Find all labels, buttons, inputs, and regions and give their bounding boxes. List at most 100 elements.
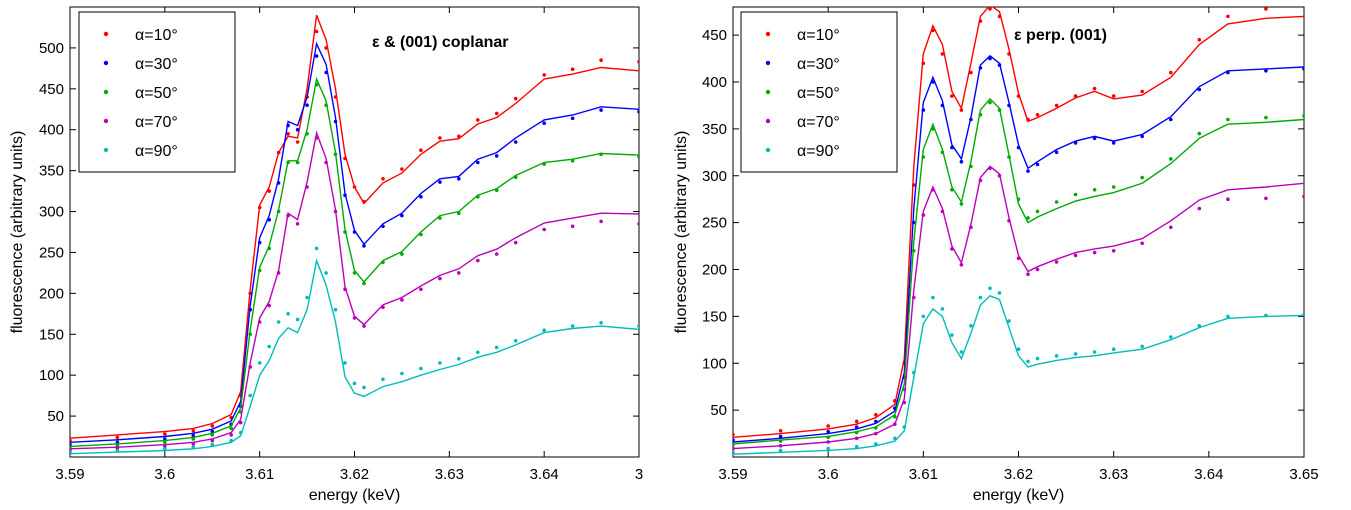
series-data-point (267, 246, 272, 251)
legend: α=10° α=30° α=50° α=70° α=90° (78, 11, 236, 173)
series-data-point (978, 19, 983, 23)
series-data-point (513, 96, 518, 101)
y-tick-label: 500 (39, 40, 64, 57)
series-data-point (238, 420, 243, 425)
series-data-point (1169, 117, 1173, 122)
series-data-point (778, 439, 783, 443)
series-data-point (1054, 260, 1059, 264)
series-data-point (343, 193, 347, 197)
series-data-point (1226, 117, 1230, 122)
y-tick-label: 300 (702, 168, 727, 185)
series-data-point (324, 271, 328, 275)
series-data-point (1073, 352, 1078, 356)
series-data-point (248, 393, 252, 398)
series-data-point (333, 152, 338, 157)
series-data-point (513, 140, 518, 144)
series-data-point (1264, 196, 1268, 201)
series-data-point (826, 435, 830, 440)
series-data-point (324, 103, 328, 107)
series-data-point (826, 440, 830, 444)
series-data-point (333, 307, 338, 312)
series-data-point (959, 350, 964, 354)
series-data-point (912, 370, 916, 375)
series-data-point (921, 155, 926, 159)
series-data-point (286, 160, 290, 165)
series-data-point (343, 230, 347, 234)
series-data-point (1035, 356, 1040, 361)
series-data-point (1092, 136, 1097, 141)
y-tick-label: 250 (39, 244, 64, 261)
y-tick-label: 350 (39, 163, 64, 180)
x-tick-label: 3.62 (1004, 466, 1033, 483)
series-data-point (940, 307, 945, 311)
legend-marker (103, 89, 109, 95)
series-data-point (1026, 169, 1030, 173)
series-data-point (210, 438, 215, 443)
series-data-point (969, 324, 973, 328)
series-data-point (599, 152, 603, 157)
series-data-point (921, 61, 926, 66)
series-data-point (191, 445, 196, 450)
series-data-point (163, 432, 167, 436)
series-data-point (1026, 359, 1030, 364)
series-data-point (599, 58, 603, 62)
series-data-point (912, 295, 916, 300)
legend-marker (103, 147, 109, 153)
series-data-point (997, 108, 1002, 112)
series-data-point (959, 108, 964, 112)
series-data-point (1026, 272, 1030, 277)
series-data-point (476, 258, 480, 263)
series-data-point (1007, 103, 1011, 108)
series-data-point (1302, 312, 1304, 317)
legend-marker (103, 60, 109, 66)
series-data-point (1302, 2, 1306, 6)
series-data-point (874, 419, 878, 424)
series-data-point (276, 150, 281, 155)
series-data-point (1197, 38, 1202, 42)
series-data-point (637, 154, 639, 159)
series-data-point (286, 132, 290, 136)
series-data-point (969, 70, 973, 75)
series-data-point (778, 434, 783, 439)
x-tick-label: 3.6 (154, 466, 175, 483)
series-data-point (400, 167, 404, 171)
x-axis-label: energy (keV) (309, 487, 401, 504)
x-tick-label: 3.64 (1194, 466, 1223, 483)
series-data-point (978, 66, 983, 70)
legend-marker (103, 31, 109, 37)
series-data-point (733, 443, 735, 447)
series-data-point (1092, 86, 1097, 91)
series-data-point (854, 419, 859, 424)
series-data-point (542, 121, 546, 125)
series-data-point (1026, 216, 1030, 220)
series-data-point (893, 406, 897, 411)
series-data-point (1092, 350, 1097, 354)
y-tick-label: 100 (702, 355, 727, 372)
series-data-point (1169, 157, 1173, 161)
series-data-point (1302, 114, 1304, 118)
series-data-point (1016, 347, 1021, 352)
series-data-point (70, 450, 72, 454)
series-data-point (733, 450, 735, 455)
series-data-point (476, 195, 480, 199)
x-tick-label: 3.63 (435, 466, 464, 483)
series-data-point (257, 268, 262, 273)
y-tick-label: 150 (39, 326, 64, 343)
x-tick-label: 3.62 (340, 466, 369, 483)
series-data-point (950, 188, 954, 192)
series-data-point (570, 116, 575, 121)
series-data-point (733, 438, 735, 442)
axis-ticks: 3.59 3.6 3.61 3.62 3.63 3.64 3.65 50 100 150 200 25… (702, 7, 1319, 483)
series-data-point (1169, 335, 1173, 339)
y-tick-label: 450 (702, 27, 727, 44)
series-data-point (257, 240, 262, 245)
series-data-point (599, 219, 603, 224)
series-data-point (476, 118, 480, 122)
series-data-point (637, 222, 639, 226)
series-data-point (1026, 117, 1030, 122)
series-data-point (1169, 70, 1173, 75)
legend-entry: α=70° (797, 114, 840, 131)
series-data-point (826, 446, 830, 451)
series-data-point (163, 447, 167, 451)
series-data-point (1054, 103, 1059, 108)
